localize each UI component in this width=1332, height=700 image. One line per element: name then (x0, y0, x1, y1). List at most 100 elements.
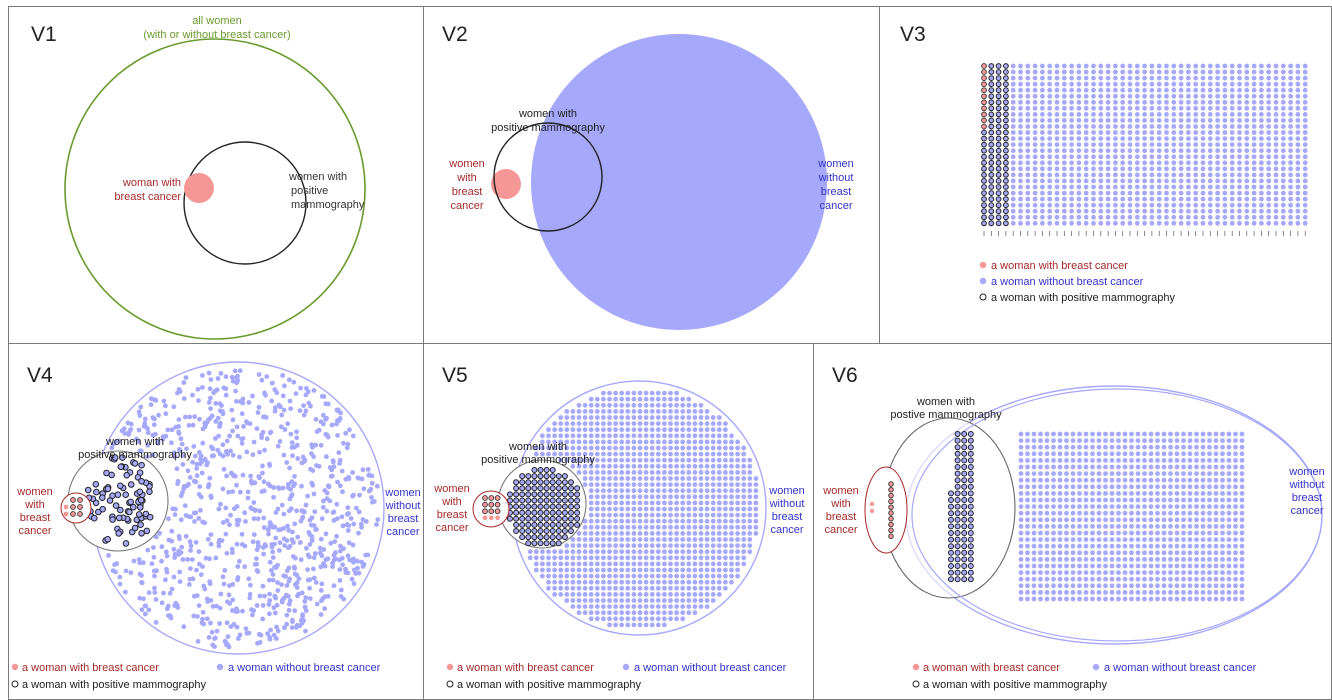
cancer-label-line2: with (24, 499, 45, 511)
person-icon (1069, 69, 1074, 75)
person-icon (1047, 142, 1053, 148)
person-icon (948, 516, 954, 523)
person-icon (637, 555, 643, 561)
person-icon (995, 159, 1002, 166)
person-icon (954, 483, 961, 490)
v1-diagram: V1 all women (with or without breast can… (31, 15, 366, 340)
person-icon (582, 573, 588, 579)
person-icon (1193, 166, 1199, 172)
person-icon (698, 402, 704, 408)
person-icon (710, 567, 716, 573)
person-icon (594, 592, 600, 597)
person-icon (1149, 172, 1155, 178)
person-icon (1134, 214, 1140, 220)
person-icon (555, 497, 562, 504)
person-icon (1148, 537, 1154, 542)
person-icon (613, 555, 618, 561)
person-icon (576, 567, 582, 573)
person-icon (1054, 99, 1060, 105)
person-icon (349, 576, 355, 582)
person-icon (1149, 202, 1155, 208)
person-icon (631, 579, 637, 585)
person-icon (1120, 184, 1126, 190)
person-icon (561, 515, 568, 522)
person-icon (1038, 596, 1043, 602)
person-icon (1031, 504, 1037, 509)
person-icon (123, 471, 130, 479)
person-icon (1149, 166, 1155, 172)
person-icon (1213, 530, 1219, 536)
person-icon (1003, 214, 1009, 221)
person-icon (1164, 75, 1169, 81)
person-icon (698, 451, 704, 457)
person-icon (552, 433, 557, 439)
person-icon (1105, 148, 1111, 154)
person-icon (1129, 543, 1134, 549)
person-icon (1174, 431, 1180, 437)
person-icon (1076, 93, 1082, 99)
person-icon (1032, 81, 1038, 87)
person-icon (1083, 202, 1089, 208)
person-icon (1127, 208, 1133, 214)
person-icon (1129, 497, 1134, 503)
person-icon (1051, 464, 1056, 470)
person-icon (625, 610, 631, 616)
person-icon (1266, 142, 1272, 148)
person-icon (1113, 69, 1118, 75)
person-icon (356, 475, 361, 481)
person-icon (564, 421, 570, 426)
person-icon (1233, 557, 1238, 562)
person-icon (318, 564, 324, 570)
person-icon (564, 409, 570, 414)
person-icon (1010, 75, 1016, 81)
person-icon (1038, 471, 1043, 476)
person-icon (1244, 81, 1250, 87)
person-icon (1090, 576, 1095, 582)
person-icon (1237, 208, 1242, 214)
person-icon (1259, 148, 1264, 154)
person-icon (619, 470, 625, 475)
person-icon (1134, 136, 1140, 142)
person-icon (1003, 81, 1009, 88)
person-icon (1207, 220, 1213, 226)
person-icon (1280, 154, 1286, 160)
person-icon (601, 427, 606, 433)
person-icon (1302, 160, 1308, 166)
person-icon (1213, 484, 1219, 490)
person-icon (954, 450, 961, 457)
person-icon (692, 476, 698, 481)
person-icon (607, 598, 612, 603)
panel-v6: V6 women with postive mammography women … (813, 343, 1332, 700)
person-icon (649, 402, 655, 408)
person-icon (716, 543, 722, 548)
person-icon (1109, 471, 1115, 476)
person-icon (1237, 63, 1242, 69)
person-icon (1237, 118, 1242, 123)
person-icon (741, 451, 747, 457)
person-icon (674, 616, 679, 622)
all-women-circle (64, 38, 366, 340)
person-icon (1273, 208, 1279, 214)
person-icon (1156, 69, 1162, 75)
person-icon (564, 543, 570, 548)
person-icon (266, 527, 271, 533)
person-icon (70, 497, 76, 503)
person-icon (1142, 63, 1147, 69)
person-icon (1295, 160, 1301, 166)
person-icon (1194, 504, 1199, 509)
person-icon (1018, 563, 1024, 569)
person-icon (1280, 118, 1286, 123)
person-icon (1091, 142, 1096, 148)
person-icon (1280, 220, 1286, 226)
person-icon (222, 638, 228, 644)
person-icon (655, 390, 661, 396)
person-icon (167, 590, 173, 596)
person-icon (1142, 550, 1147, 556)
person-icon (625, 561, 631, 567)
person-icon (1018, 81, 1023, 87)
person-icon (1222, 166, 1228, 172)
person-icon (256, 474, 262, 479)
person-icon (1010, 196, 1016, 202)
person-icon (1193, 196, 1199, 202)
person-icon (1222, 105, 1228, 111)
